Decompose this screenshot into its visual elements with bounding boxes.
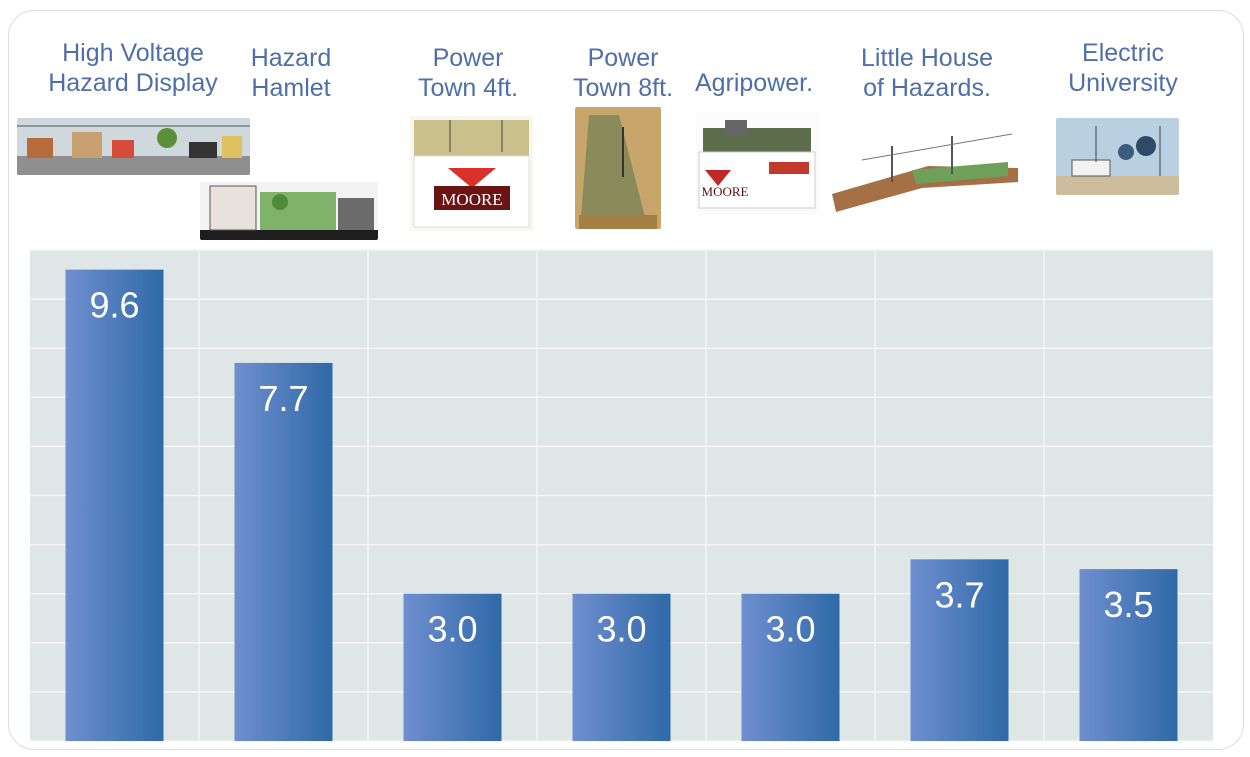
bar-1: [234, 362, 333, 741]
power-town-4ft-photo-icon: MOORE: [410, 116, 533, 231]
category-label-power-town-4ft: Power Town 4ft.: [417, 44, 519, 102]
bar-2: [403, 593, 502, 741]
category-label-electric-university: Electric University: [1068, 39, 1178, 97]
category-label-power-town-8ft: Power Town 8ft.: [572, 44, 674, 102]
bar-5: [910, 559, 1009, 741]
category-label-hazard-hamlet: Hazard Hamlet: [250, 44, 332, 102]
bar-4: [741, 593, 840, 741]
bar-0: [65, 269, 164, 741]
data-label-5: 3.7: [934, 574, 984, 615]
electric-university-photo-icon: [1056, 118, 1179, 195]
category-label-little-house: Little House of Hazards.: [860, 44, 994, 102]
data-label-6: 3.5: [1103, 584, 1153, 625]
moore-logo-text: MOORE: [441, 190, 502, 209]
data-label-3: 3.0: [596, 609, 646, 650]
agripower-photo-icon: MOORE: [695, 112, 820, 215]
little-house-of-hazards-photo-icon: [832, 126, 1018, 216]
data-label-1: 7.7: [258, 378, 308, 419]
category-label-agripower: Agripower.: [694, 69, 814, 97]
data-label-2: 3.0: [427, 609, 477, 650]
bar-6: [1079, 569, 1178, 741]
high-voltage-hazard-display-photo-icon: [17, 118, 250, 175]
power-town-8ft-photo-icon: [575, 107, 661, 229]
bar-3: [572, 593, 671, 741]
category-label-high-voltage: High Voltage Hazard Display: [48, 39, 218, 97]
hazard-hamlet-photo-icon: [200, 182, 378, 240]
data-label-0: 9.6: [89, 285, 139, 326]
data-label-4: 3.0: [765, 609, 815, 650]
moore-logo-text: MOORE: [702, 184, 749, 199]
